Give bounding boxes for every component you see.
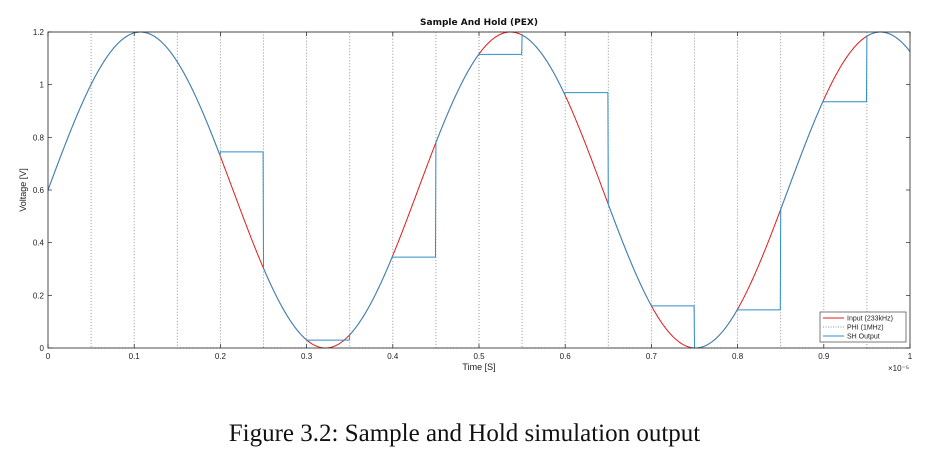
x-tick-label: 0.7 xyxy=(646,352,658,361)
y-tick-label: 0 xyxy=(40,344,45,353)
legend-label-phi: PHI (1MHz) xyxy=(847,325,884,332)
y-tick-label: 0.6 xyxy=(33,186,45,195)
x-tick-label: 0 xyxy=(46,352,51,361)
x-tick-label: 0.2 xyxy=(215,352,227,361)
legend-label-input: Input (233kHz) xyxy=(847,316,893,323)
x-tick-label: 0.5 xyxy=(473,352,485,361)
legend-box xyxy=(819,311,907,343)
x-tick-label: 0.8 xyxy=(732,352,744,361)
series-sh-output-line xyxy=(47,31,911,349)
x-axis-exponent: ×10⁻⁵ xyxy=(888,364,909,373)
x-axis-label: Time [S] xyxy=(462,362,495,372)
y-tick-label: 0.8 xyxy=(33,133,45,142)
sample-and-hold-chart: Sample And Hold (PEX) 0 0.1 0.2 0.3 0.4 0.5 0.… xyxy=(18,18,913,373)
x-tick-label: 0.3 xyxy=(301,352,313,361)
y-tick-label: 1.2 xyxy=(33,28,45,37)
x-tick-label: 0.9 xyxy=(818,352,830,361)
y-tick-label: 1 xyxy=(40,81,45,90)
legend-label-sh: SH Output xyxy=(847,334,880,341)
y-tick-label: 0.4 xyxy=(33,239,45,248)
x-tick-label: 0.6 xyxy=(560,352,572,361)
y-axis-label: Voltage [V] xyxy=(18,168,28,212)
y-tick-label: 0.2 xyxy=(33,291,45,300)
x-tick-label: 0.4 xyxy=(387,352,399,361)
x-tick-label: 1 xyxy=(908,352,913,361)
x-tick-label: 0.1 xyxy=(129,352,141,361)
figure-caption: Figure 3.2: Sample and Hold simulation o… xyxy=(228,420,701,447)
legend: Input (233kHz) PHI (1MHz) SH Output xyxy=(819,311,907,343)
chart-title: Sample And Hold (PEX) xyxy=(420,18,538,28)
